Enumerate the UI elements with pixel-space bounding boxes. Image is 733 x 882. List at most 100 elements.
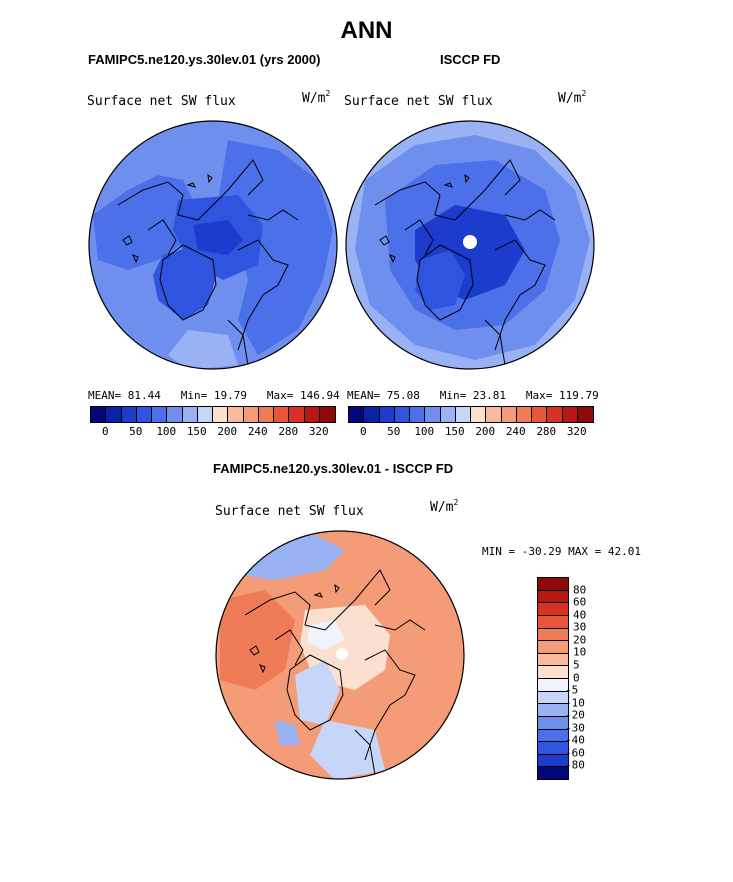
colorbar-tick-label: 50 [129,425,143,438]
map1-coastline-1 [117,159,264,321]
colorbar-tick-label: 20 [573,633,587,647]
colorbar-tick-label: 280 [536,425,557,438]
colorbar-swatch [394,407,410,422]
colorbar-tick-label: 150 [186,425,207,438]
panel1-min-label: Min= [180,389,208,402]
colorbar-tick-label: -60 [565,746,585,760]
colorbar-swatch [538,590,568,604]
map3-pole-hole [336,648,348,660]
colorbar-difference [537,577,569,780]
map3-islands [249,583,340,674]
colorbar-tick-label: 50 [387,425,401,438]
panel1-min-value: 19.79 [213,389,247,402]
panel3-min-max: MIN = -30.29 MAX = 42.01 [482,545,641,558]
colorbar-swatch [538,578,568,591]
colorbar-swatch [538,615,568,629]
colorbar-tick-label: 10 [573,645,587,659]
panel1-mean-label: MEAN= [88,389,122,402]
colorbar-swatch [538,716,568,730]
colorbar-swatch [538,729,568,743]
colorbar-tick-label: 0 [359,425,367,438]
colorbar-swatch [532,407,548,422]
colorbar-tick-label: 40 [573,608,587,622]
panel2-stats: MEAN= 75.08 Min= 23.81 Max= 119.79 [347,389,599,402]
panel3-variable-label: Surface net SW flux [215,504,364,519]
colorbar-tick-label: -80 [565,758,585,772]
colorbar-model [90,406,336,423]
colorbar-tick-label: 60 [573,595,587,609]
map1-atlantic [168,330,238,369]
colorbar-swatch [501,407,517,422]
colorbar-swatch [538,704,568,717]
panel1-max-label: Max= [266,389,294,402]
map1-north-america [93,175,198,270]
panel2-min-value: 23.81 [472,389,506,402]
map3-coastline-1 [244,569,391,731]
colorbar-swatch [425,407,441,422]
colorbar-swatch [167,407,183,422]
colorbar-tick-label: 0 [101,425,109,438]
colorbar-swatch [538,666,568,679]
colorbar-tick-label: 100 [156,425,177,438]
colorbar-swatch [319,407,335,422]
panel1-max-value: 146.94 [300,389,340,402]
colorbar-swatch [213,407,229,422]
colorbar-swatch [471,407,487,422]
colorbar-tick-label: 100 [414,425,435,438]
colorbar-swatch [455,407,471,422]
panel1-units-label: W/m2 [302,89,331,106]
colorbar-swatch [486,407,502,422]
colorbar-swatch [410,407,426,422]
colorbar-tick-label: 200 [217,425,238,438]
colorbar-swatch [538,628,568,642]
map1-coastline-2 [227,209,299,366]
colorbar-swatch [304,407,320,422]
colorbar-swatch [538,679,568,692]
colorbar-tick-label: -5 [565,683,579,697]
panel2-min-label: Min= [439,389,467,402]
map2-greenland [415,250,465,310]
colorbar-swatch [274,407,290,422]
panel1-mean-value: 81.44 [127,389,161,402]
panel2-mean-value: 75.08 [386,389,420,402]
colorbar-swatch [577,407,593,422]
colorbar-swatch [197,407,213,422]
colorbar-tick-label: 240 [505,425,526,438]
panel3-case-title: FAMIPC5.ne120.ys.30lev.01 - ISCCP FD [213,461,454,476]
colorbar-swatch [538,754,568,768]
colorbar-swatch [440,407,456,422]
colorbar-tick-label: 0 [573,671,580,684]
colorbar-swatch [121,407,137,422]
colorbar-tick-label: -10 [565,696,585,710]
colorbar-swatch [182,407,198,422]
panel3-units-label: W/m2 [430,498,459,515]
colorbar-tick-label: 320 [308,425,329,438]
map2-islands [379,173,470,264]
colorbar-swatch [538,603,568,616]
map2-coastline-1 [374,159,521,321]
map3-coastline-2 [354,619,426,776]
map3-small-neg [275,720,300,745]
panel2-max-label: Max= [525,389,553,402]
map1-eurasia [218,140,333,355]
polar-map-obs [345,120,595,370]
colorbar-tick-label: 280 [278,425,299,438]
colorbar-tick-label: 30 [573,620,587,634]
colorbar-swatch [364,407,380,422]
colorbar-swatch [538,767,568,779]
colorbar-swatch [538,742,568,755]
colorbar-tick-label: -20 [565,708,585,722]
colorbar-swatch [379,407,395,422]
map2-pole-hole [463,235,477,249]
colorbar-swatch [258,407,274,422]
colorbar-tick-label: 150 [444,425,465,438]
colorbar-tick-label: 240 [247,425,268,438]
colorbar-tick-label: -30 [565,721,585,735]
panel2-max-value: 119.79 [559,389,599,402]
colorbar-swatch [538,641,568,654]
colorbar-obs [348,406,594,423]
map3-greenland-neg [295,660,340,725]
colorbar-swatch [562,407,578,422]
colorbar-tick-label: 200 [475,425,496,438]
colorbar-swatch [91,407,107,422]
